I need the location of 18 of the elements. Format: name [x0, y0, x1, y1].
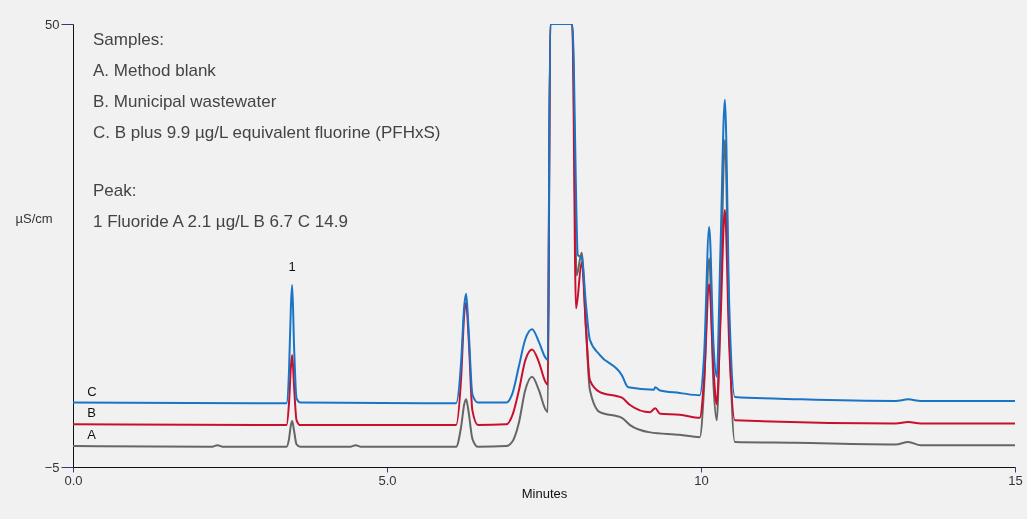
series-label: A: [87, 427, 97, 443]
annotation: 1 Fluoride A 2.1 µg/L B 6.7 C 14.9: [93, 212, 348, 231]
series-label: C: [87, 383, 97, 399]
x-axis-title: Minutes: [521, 485, 568, 501]
y-tick-label: −5: [44, 459, 60, 475]
x-tick-label: 0.0: [64, 472, 83, 488]
annotation: A. Method blank: [93, 61, 217, 80]
annotation: Samples:: [93, 30, 164, 49]
x-tick-label: 5.0: [378, 472, 397, 488]
y-tick-label: 50: [45, 16, 60, 32]
annotation: C. B plus 9.9 µg/L equivalent fluorine (PFHxS): [93, 123, 441, 142]
annotation: 1: [288, 258, 296, 274]
x-tick-label: 15: [1008, 472, 1023, 488]
series-label: B: [87, 405, 96, 421]
annotation: Peak:: [93, 181, 137, 200]
annotation: B. Municipal wastewater: [93, 92, 277, 111]
x-tick-label: 10: [694, 472, 709, 488]
y-axis-title: µS/cm: [15, 211, 53, 226]
